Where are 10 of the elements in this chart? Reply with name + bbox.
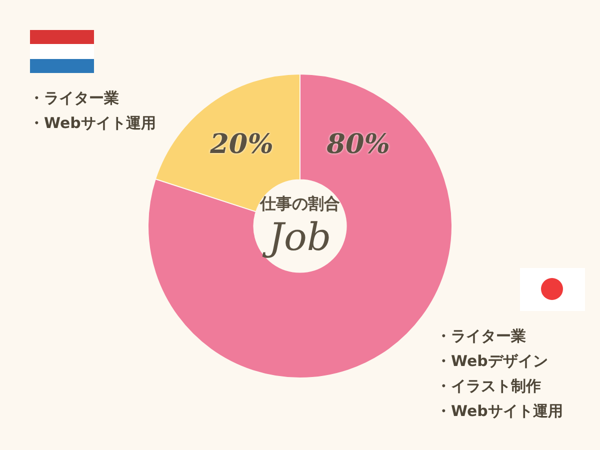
text: ・ライター業	[436, 326, 526, 347]
text: 仕事の割合	[258, 194, 341, 214]
text: ・Webデザイン	[436, 351, 548, 372]
text: ・イラスト制作	[436, 376, 541, 397]
text: ・ライター業	[29, 88, 119, 109]
data-label: 80%	[326, 128, 390, 160]
text: ・Webサイト運用	[29, 113, 156, 134]
data-label: 20%	[209, 128, 274, 160]
text: ・Webサイト運用	[436, 401, 563, 422]
text: Job	[262, 214, 332, 260]
